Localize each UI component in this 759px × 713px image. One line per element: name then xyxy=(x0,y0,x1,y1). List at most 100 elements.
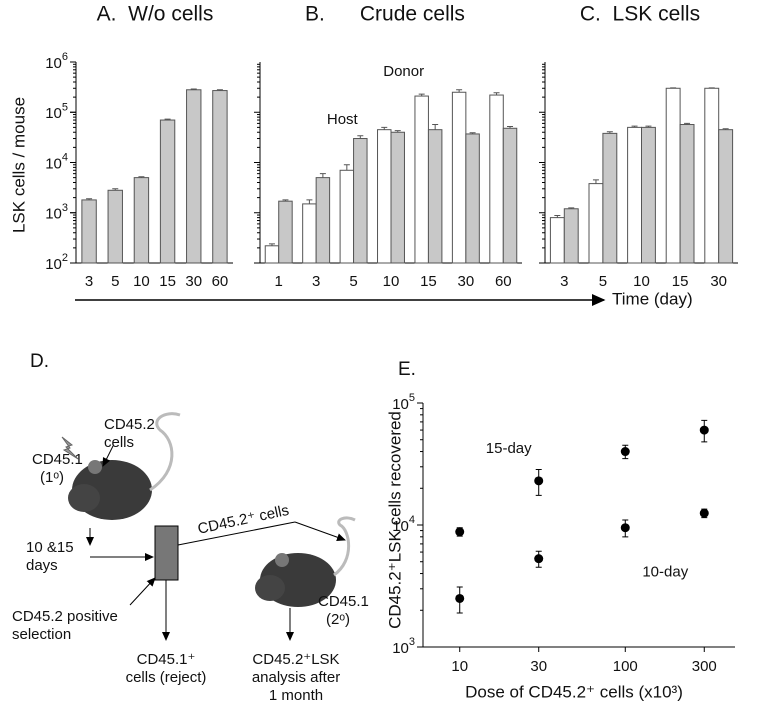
error-bar xyxy=(319,173,326,178)
bar xyxy=(502,127,518,264)
diagram-text: CD45.2 xyxy=(104,416,155,433)
series-label: Donor xyxy=(383,63,424,80)
bar xyxy=(353,138,368,264)
bar xyxy=(107,189,123,264)
error-bar xyxy=(164,118,171,121)
x-tick-label: 5 xyxy=(349,273,357,290)
x-axis-label: Dose of CD45.2⁺ cells (x10³) xyxy=(465,682,683,701)
x-tick-label: 15 xyxy=(672,273,689,290)
point xyxy=(699,508,709,518)
error-bar xyxy=(493,92,500,96)
x-tick-label: 3 xyxy=(560,273,568,290)
error-bar xyxy=(645,125,652,128)
mouse-head xyxy=(255,575,285,601)
x-tick-label: 30 xyxy=(530,658,547,675)
arrow xyxy=(294,521,346,542)
error-bar xyxy=(357,135,364,139)
y-axis-label: CD45.2⁺LSK cells recovered xyxy=(385,411,404,629)
diagram-text: 1 month xyxy=(269,687,323,704)
x-tick-label: 60 xyxy=(212,273,229,290)
y-tick-label: 102 xyxy=(45,252,68,273)
error-bar xyxy=(469,132,476,134)
x-tick-label: 15 xyxy=(159,273,176,290)
point xyxy=(699,425,709,435)
mouse-tail xyxy=(333,516,356,577)
y-tick-label: 103 xyxy=(45,202,68,223)
error-bar xyxy=(381,126,388,130)
panel-title: B. Crude cells xyxy=(305,3,465,26)
x-tick-label: 1 xyxy=(275,273,283,290)
x-tick-label: 15 xyxy=(420,273,437,290)
bar xyxy=(414,95,429,264)
point xyxy=(620,523,630,533)
error-bar xyxy=(606,131,613,134)
bar xyxy=(563,208,579,264)
bar xyxy=(427,129,443,264)
series-label: Host xyxy=(327,111,359,128)
bar xyxy=(315,177,331,264)
y-axis-label: LSK cells / mouse xyxy=(9,97,28,233)
x-tick-label: 300 xyxy=(692,658,717,675)
y-tick-label: 106 xyxy=(45,51,68,72)
error-bar xyxy=(684,122,691,125)
point xyxy=(534,476,544,486)
x-tick-label: 30 xyxy=(185,273,202,290)
arrow xyxy=(102,445,114,467)
error-bar xyxy=(216,89,223,91)
error-bar xyxy=(268,243,275,246)
diagram-text: cells xyxy=(104,434,134,451)
mouse-tail xyxy=(149,412,181,492)
diagram-text: selection xyxy=(12,626,71,643)
bar xyxy=(451,91,467,264)
x-tick-label: 100 xyxy=(613,658,638,675)
point xyxy=(455,593,465,603)
lightning xyxy=(61,436,79,460)
panel-title: A. W/o cells xyxy=(97,3,214,26)
mouse-ear xyxy=(88,460,102,474)
bar xyxy=(641,126,656,264)
diagram-text: CD45.1⁺ xyxy=(137,651,196,668)
bar xyxy=(212,90,228,264)
panel-title: C. LSK cells xyxy=(580,3,700,26)
bar xyxy=(549,217,565,264)
bar xyxy=(302,203,317,264)
point xyxy=(455,527,465,537)
x-axis-label: Time (day) xyxy=(612,289,693,308)
mouse-head xyxy=(68,484,100,512)
y-tick-label: 104 xyxy=(45,151,68,172)
point xyxy=(620,447,630,457)
bar xyxy=(602,132,618,264)
error-bar xyxy=(394,130,401,133)
y-tick-label: 103 xyxy=(392,636,415,657)
series-label: 15-day xyxy=(486,440,532,457)
bar xyxy=(588,183,604,264)
bar xyxy=(133,177,150,264)
error-bar xyxy=(631,125,638,128)
x-tick-label: 30 xyxy=(458,273,475,290)
diagram-text: CD45.1 xyxy=(32,451,83,468)
x-tick-label: 5 xyxy=(599,273,607,290)
diagram xyxy=(61,412,356,641)
point xyxy=(534,554,544,564)
y-tick-label: 105 xyxy=(45,101,68,122)
error-bar xyxy=(722,128,729,130)
error-bar xyxy=(306,199,313,204)
x-tick-label: 10 xyxy=(133,273,150,290)
x-tick-label: 10 xyxy=(633,273,650,290)
mouse-ear xyxy=(275,553,289,567)
error-bar xyxy=(190,88,197,90)
x-tick-label: 3 xyxy=(312,273,320,290)
series-label: 10-day xyxy=(642,564,688,581)
error-bar xyxy=(507,126,514,129)
bar xyxy=(704,87,720,264)
error-bar xyxy=(282,199,289,202)
bar xyxy=(159,119,176,264)
panel-title: E. xyxy=(398,359,416,380)
bar xyxy=(465,133,480,264)
arrow xyxy=(177,521,296,546)
x-tick-label: 5 xyxy=(111,273,119,290)
y-tick-label: 105 xyxy=(392,392,415,413)
diagram-text: CD45.1 xyxy=(318,593,369,610)
error-bar xyxy=(554,215,561,218)
